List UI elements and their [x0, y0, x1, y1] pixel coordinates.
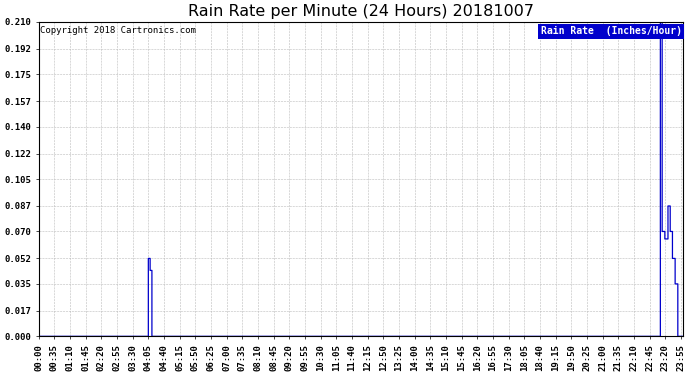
Text: Copyright 2018 Cartronics.com: Copyright 2018 Cartronics.com — [40, 27, 196, 36]
Title: Rain Rate per Minute (24 Hours) 20181007: Rain Rate per Minute (24 Hours) 20181007 — [188, 4, 534, 19]
Text: Rain Rate  (Inches/Hour): Rain Rate (Inches/Hour) — [541, 27, 682, 36]
